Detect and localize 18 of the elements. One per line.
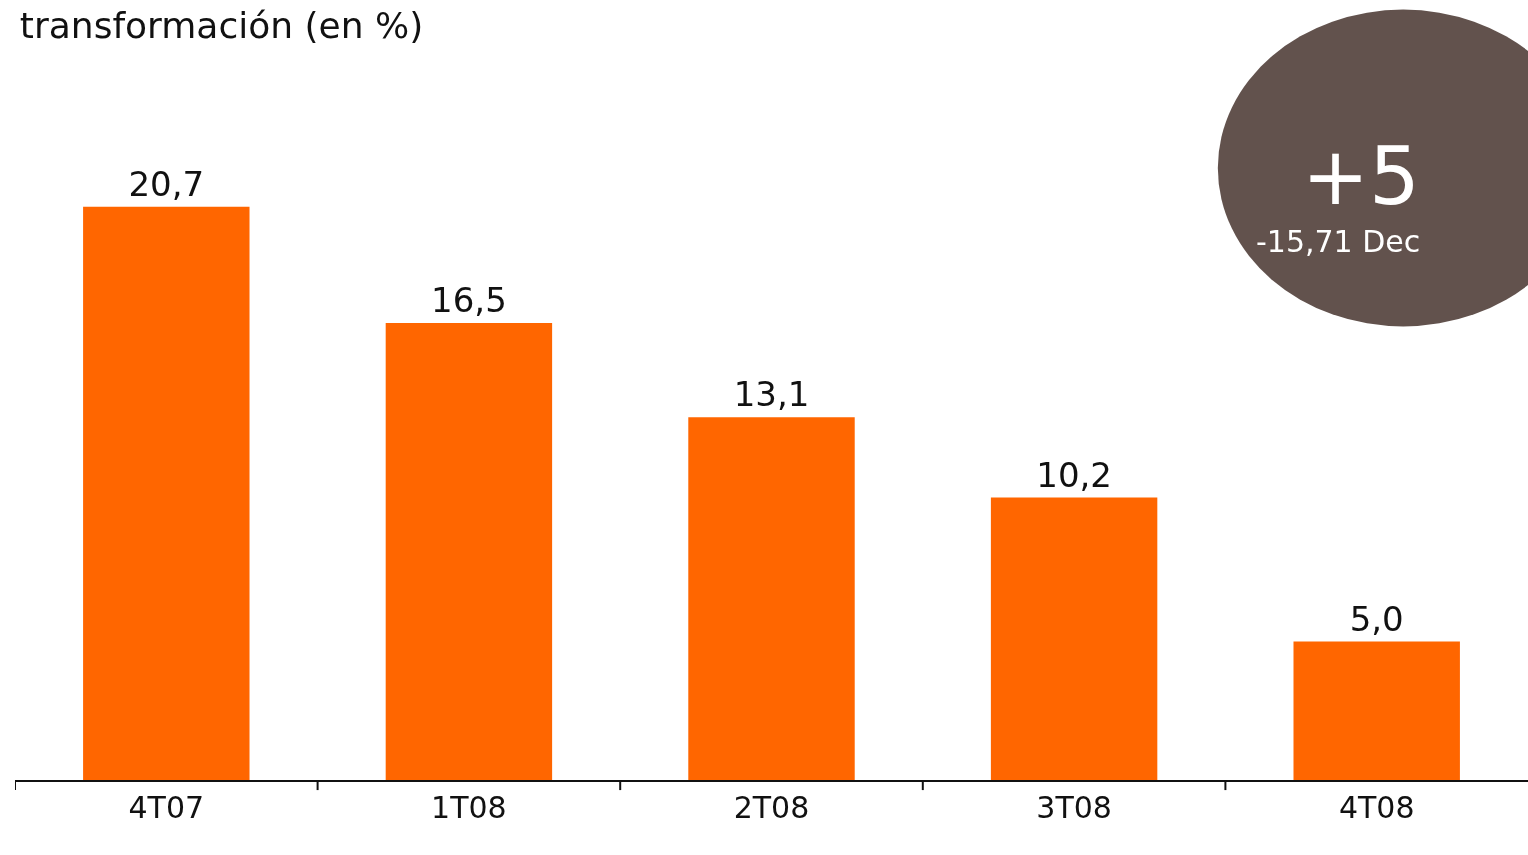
annotation: -15,71 Dec [1256, 224, 1421, 259]
data-label: 20,7 [128, 163, 205, 204]
x-tick-label: 3T08 [1036, 790, 1112, 825]
bar [990, 497, 1158, 780]
data-label: 10,2 [1036, 454, 1112, 495]
x-tick-label: 4T08 [1338, 790, 1415, 825]
x-tick-label: 4T07 [128, 790, 205, 825]
x-tick-label: 2T08 [733, 790, 810, 825]
bar [83, 206, 250, 780]
bar [688, 417, 855, 780]
data-label: 13,1 [733, 374, 810, 415]
data-label: 16,5 [431, 280, 507, 321]
bar [385, 323, 553, 780]
data-label: 5,0 [1349, 598, 1404, 639]
x-tick-label: 1T08 [431, 790, 507, 825]
bar [1293, 641, 1460, 780]
annotation: +5 [1302, 130, 1420, 223]
chart-title: transformación (en %) [19, 5, 424, 47]
